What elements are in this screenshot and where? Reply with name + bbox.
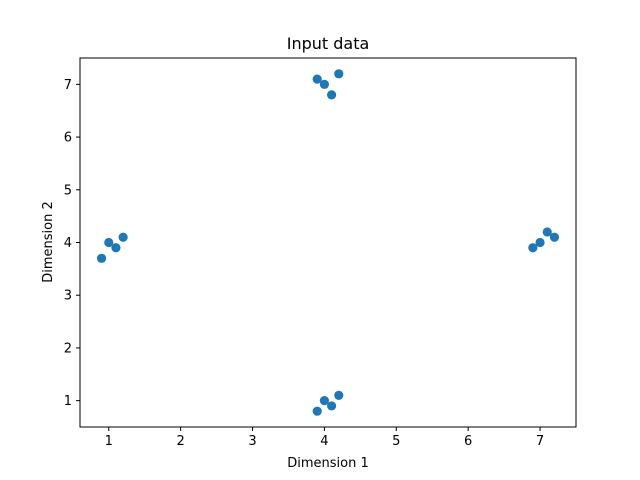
x-tick-label: 3 bbox=[248, 434, 256, 449]
data-point bbox=[319, 396, 330, 406]
y-tick-label: 1 bbox=[64, 394, 72, 409]
x-tick-label: 7 bbox=[536, 434, 544, 449]
data-point bbox=[542, 227, 552, 237]
data-point bbox=[312, 74, 322, 84]
data-point bbox=[326, 401, 337, 411]
data-point bbox=[111, 243, 121, 253]
plot-area-frame bbox=[79, 57, 577, 428]
data-point bbox=[96, 253, 107, 263]
x-tick-label: 5 bbox=[392, 434, 400, 449]
y-tick-label: 2 bbox=[64, 341, 72, 356]
data-point bbox=[118, 232, 128, 242]
data-points bbox=[96, 69, 560, 416]
data-point bbox=[528, 243, 538, 253]
x-tick-label: 4 bbox=[320, 434, 328, 449]
data-point bbox=[312, 406, 322, 416]
y-tick-label: 3 bbox=[64, 289, 72, 304]
data-point bbox=[104, 237, 114, 248]
x-axis-title: Dimension 1 bbox=[287, 456, 369, 471]
data-point bbox=[334, 390, 344, 400]
x-tick-label: 6 bbox=[464, 434, 472, 449]
chart-title: Input data bbox=[287, 34, 370, 53]
x-axis-ticks: 1 2 3 4 5 6 7 bbox=[105, 427, 544, 449]
x-tick-label: 1 bbox=[105, 434, 113, 449]
data-point bbox=[549, 232, 560, 242]
y-tick-label: 6 bbox=[64, 131, 72, 146]
y-axis-title: Dimension 2 bbox=[41, 201, 56, 283]
x-tick-label: 2 bbox=[176, 434, 184, 449]
data-point bbox=[319, 79, 330, 89]
data-point bbox=[326, 90, 337, 100]
data-point bbox=[535, 237, 545, 248]
y-tick-label: 4 bbox=[64, 236, 72, 251]
y-tick-label: 5 bbox=[64, 183, 72, 198]
y-tick-label: 7 bbox=[64, 78, 72, 93]
data-point bbox=[334, 69, 344, 79]
y-axis-ticks: 1 2 3 4 5 6 7 bbox=[64, 78, 80, 409]
